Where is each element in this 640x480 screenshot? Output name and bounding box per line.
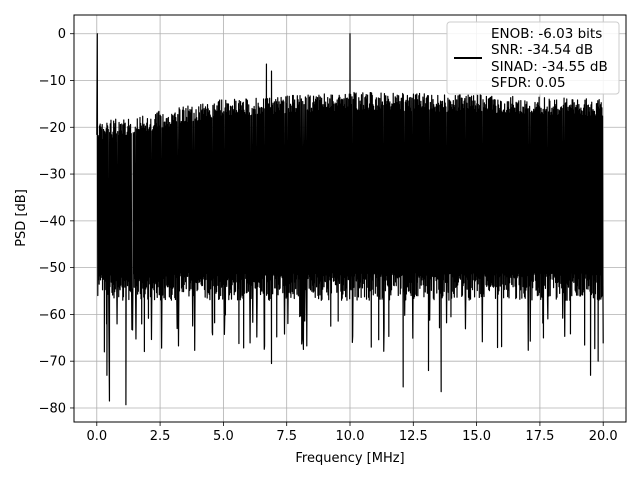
- y-tick-label: 0: [58, 27, 66, 42]
- legend-box: [446, 21, 620, 95]
- psd-line: [96, 33, 604, 406]
- y-axis: 0 −10 −20 −30 −40 −50 −60 −70 −80: [39, 27, 74, 416]
- y-tick-label: −30: [39, 168, 66, 183]
- legend-entry-enob: ENOB: -6.03 bits: [491, 26, 602, 42]
- x-axis-label: Frequency [MHz]: [295, 451, 404, 466]
- legend-entry-snr: SNR: -34.54 dB: [491, 42, 593, 58]
- y-tick-label: −50: [39, 261, 66, 276]
- legend: ENOB: -6.03 bits SNR: -34.54 dB SINAD: -…: [446, 21, 620, 95]
- y-tick-label: −40: [39, 214, 66, 229]
- y-axis-label: PSD [dB]: [14, 189, 29, 247]
- y-tick-label: −80: [39, 401, 66, 416]
- x-tick-label: 20.0: [589, 429, 618, 444]
- x-tick-label: 10.0: [336, 429, 365, 444]
- x-axis: 0.0 2.5 5.0 7.5 10.0 12.5 15.0 17.5 20.0: [86, 422, 618, 444]
- x-tick-label: 0.0: [86, 429, 107, 444]
- x-tick-label: 5.0: [213, 429, 234, 444]
- x-tick-label: 2.5: [150, 429, 171, 444]
- psd-series: [96, 33, 604, 406]
- x-tick-label: 15.0: [462, 429, 491, 444]
- y-tick-label: −10: [39, 74, 66, 89]
- x-tick-label: 17.5: [525, 429, 554, 444]
- x-tick-label: 12.5: [399, 429, 428, 444]
- legend-entry-sfdr: SFDR: 0.05: [491, 75, 566, 91]
- y-tick-label: −20: [39, 121, 66, 136]
- y-tick-label: −60: [39, 308, 66, 323]
- legend-entry-sinad: SINAD: -34.55 dB: [491, 59, 608, 75]
- x-tick-label: 7.5: [276, 429, 297, 444]
- y-tick-label: −70: [39, 355, 66, 370]
